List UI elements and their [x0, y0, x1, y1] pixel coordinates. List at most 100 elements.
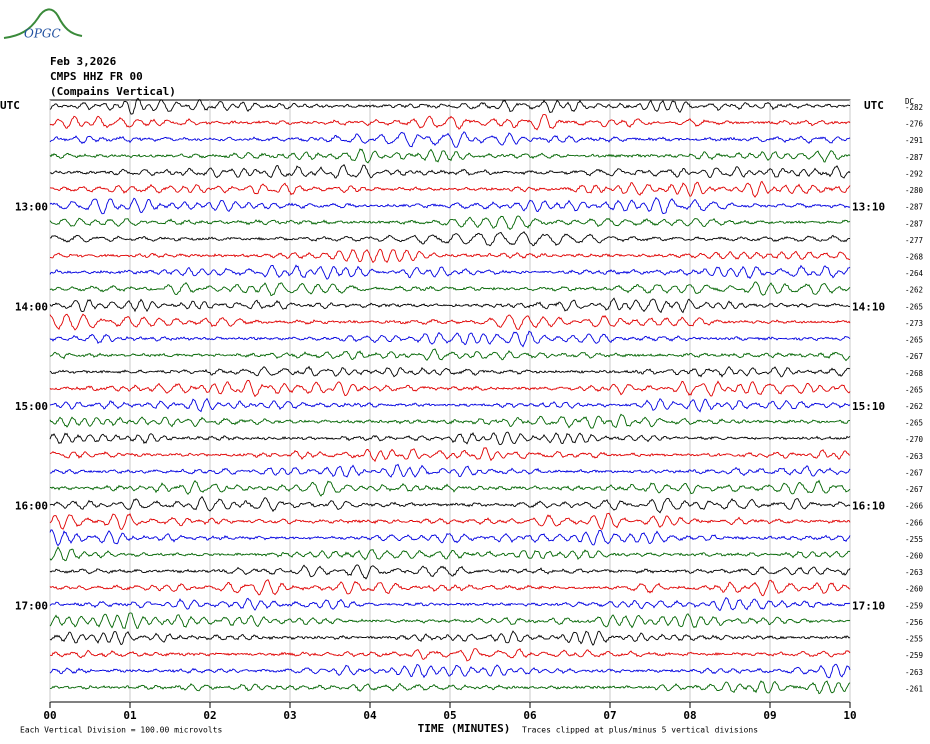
dc-offset: -267 [905, 352, 923, 361]
dc-offset: -287 [905, 153, 923, 162]
dc-offset: -292 [905, 169, 923, 178]
trace [49, 131, 851, 148]
right-time-label: 16:10 [852, 500, 885, 513]
trace [49, 248, 850, 264]
dc-offset: -267 [905, 485, 923, 494]
dc-offset: -265 [905, 385, 923, 394]
trace [49, 431, 851, 446]
dc-offset: -263 [905, 668, 923, 677]
left-time-label: 16:00 [15, 500, 48, 513]
trace [49, 630, 851, 646]
x-tick-label: 09 [763, 709, 776, 722]
dc-offset: -268 [905, 253, 924, 262]
dc-offset: -266 [905, 502, 924, 511]
trace [49, 180, 851, 198]
trace [49, 579, 851, 597]
title: Feb 3,2026 [50, 55, 117, 68]
trace [49, 215, 851, 231]
trace [49, 297, 851, 314]
dc-offset: -256 [905, 618, 924, 627]
dc-offset: -287 [905, 219, 923, 228]
left-time-label: 17:00 [15, 599, 48, 612]
x-tick-label: 07 [603, 709, 616, 722]
trace [49, 379, 851, 398]
dc-offset: -262 [905, 286, 923, 295]
left-time-label: 14:00 [15, 300, 48, 313]
dc-offset: -263 [905, 568, 923, 577]
trace [49, 264, 851, 280]
footer-left: Each Vertical Division = 100.00 microvol… [20, 726, 222, 735]
dc-offset: -255 [905, 535, 923, 544]
trace [49, 680, 851, 695]
dc-offset: -265 [905, 336, 923, 345]
dc-offset: -264 [905, 269, 924, 278]
trace [49, 529, 851, 547]
trace [49, 196, 851, 215]
trace [49, 397, 851, 413]
right-time-label: 15:10 [852, 400, 885, 413]
dc-title: DC [905, 97, 914, 106]
x-tick-label: 01 [123, 709, 137, 722]
trace [49, 564, 851, 580]
dc-offset: -260 [905, 552, 924, 561]
x-tick-label: 06 [523, 709, 537, 722]
trace [49, 512, 851, 530]
dc-offset: -282 [905, 103, 923, 112]
trace [49, 365, 851, 378]
trace [49, 596, 851, 612]
dc-offset: -260 [905, 585, 924, 594]
trace [49, 313, 851, 331]
dc-offset: -277 [905, 236, 923, 245]
right-time-label: 14:10 [852, 300, 885, 313]
dc-offset: -268 [905, 369, 924, 378]
x-tick-label: 08 [683, 709, 696, 722]
left-time-label: 13:00 [15, 201, 48, 214]
trace [49, 114, 851, 131]
left-time-label: 15:00 [15, 400, 48, 413]
dc-offset: -267 [905, 468, 923, 477]
trace [49, 479, 851, 497]
dc-offset: -265 [905, 419, 923, 428]
trace [49, 163, 851, 179]
dc-offset: -261 [905, 684, 923, 693]
dc-offset: -270 [905, 435, 924, 444]
logo-text: OPGC [24, 27, 61, 41]
trace [49, 148, 851, 164]
trace [49, 413, 851, 429]
trace [50, 648, 851, 662]
dc-offset: -287 [905, 203, 923, 212]
dc-offset: -255 [905, 635, 923, 644]
trace [49, 463, 851, 478]
dc-offset: -262 [905, 402, 923, 411]
trace [49, 97, 850, 115]
dc-offset: -259 [905, 651, 923, 660]
trace [49, 663, 851, 679]
left-axis-title: UTC [0, 99, 20, 112]
x-tick-label: 02 [203, 709, 216, 722]
x-tick-label: 10 [843, 709, 856, 722]
right-time-label: 13:10 [852, 201, 885, 214]
trace [50, 231, 851, 247]
dc-offset: -280 [905, 186, 924, 195]
trace [49, 281, 851, 297]
dc-offset: -291 [905, 136, 923, 145]
trace [49, 495, 851, 514]
x-axis-title: TIME (MINUTES) [418, 722, 511, 735]
dc-offset: -263 [905, 452, 923, 461]
trace [49, 447, 851, 463]
trace [49, 330, 851, 348]
trace [49, 612, 851, 630]
dc-offset: -273 [905, 319, 923, 328]
x-tick-label: 04 [363, 709, 377, 722]
subtitle: CMPS HHZ FR 00 [50, 70, 143, 83]
x-tick-label: 05 [443, 709, 456, 722]
dc-offset: -259 [905, 601, 923, 610]
x-tick-label: 03 [283, 709, 296, 722]
right-axis-title: UTC [864, 99, 884, 112]
dc-offset: -265 [905, 302, 923, 311]
dc-offset: -266 [905, 518, 924, 527]
logo-curve [3, 8, 83, 39]
right-time-label: 17:10 [852, 599, 885, 612]
